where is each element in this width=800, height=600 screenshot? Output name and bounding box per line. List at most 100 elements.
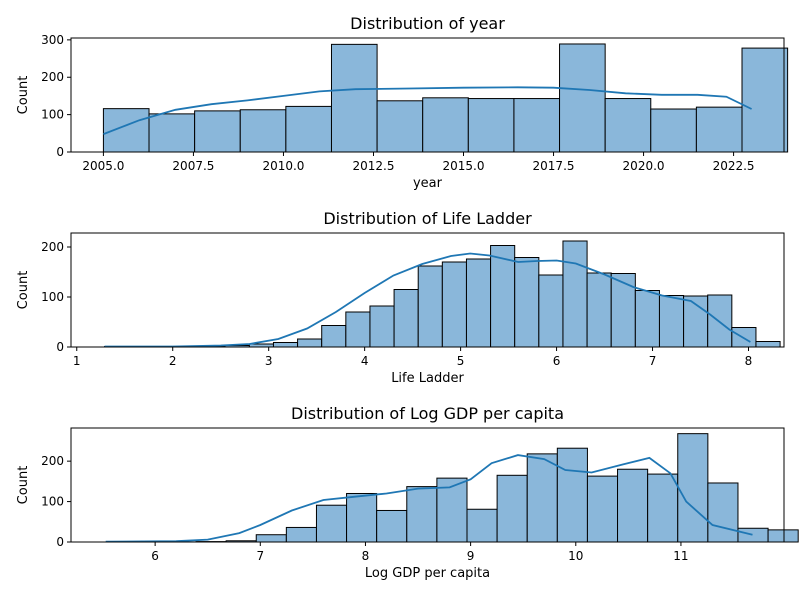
histogram-bar — [393, 289, 419, 348]
chart-title: Distribution of Log GDP per capita — [291, 404, 564, 423]
histogram-bar — [496, 474, 528, 543]
histogram-bar — [321, 325, 347, 348]
histogram-bar — [102, 108, 150, 153]
x-tick-label: 8 — [362, 549, 370, 563]
histogram-bar — [255, 534, 287, 543]
histogram-bar — [376, 100, 424, 153]
histogram-bar — [285, 526, 317, 543]
histogram-bar — [285, 105, 332, 153]
histogram-bar — [465, 258, 492, 348]
histogram-bar — [695, 106, 743, 153]
histogram-bar — [559, 43, 606, 153]
x-tick-label: 11 — [673, 549, 688, 563]
x-tick-label: 2022.5 — [713, 159, 755, 173]
histogram-bar — [297, 338, 323, 348]
axes-frame — [70, 427, 785, 543]
histogram-bar — [586, 272, 612, 348]
kde-curve — [105, 454, 753, 543]
y-axis-label: Count — [16, 466, 31, 505]
x-tick-label: 2017.5 — [533, 159, 575, 173]
y-tick-label: 300 — [41, 33, 64, 47]
x-tick-label: 2015.0 — [443, 159, 485, 173]
histogram-bar — [604, 98, 652, 153]
kde-curve — [104, 252, 751, 348]
histogram-bar — [538, 274, 564, 348]
histogram-bar — [741, 47, 789, 153]
x-tick-label: 10 — [568, 549, 583, 563]
x-tick-label: 2 — [169, 354, 177, 368]
histogram-bar — [737, 527, 769, 543]
y-tick-label: 100 — [41, 108, 64, 122]
x-tick-label: 2020.0 — [623, 159, 665, 173]
x-tick-label: 4 — [361, 354, 369, 368]
x-tick-label: 9 — [467, 549, 475, 563]
histogram-bar — [441, 261, 467, 348]
x-tick-label: 2005.0 — [82, 159, 124, 173]
histogram-bar — [755, 341, 781, 348]
histogram-bar — [647, 473, 679, 543]
histogram-bar — [194, 110, 241, 153]
histogram-bar — [514, 257, 540, 348]
x-tick-label: 8 — [745, 354, 753, 368]
x-tick-label: 2012.5 — [352, 159, 394, 173]
y-tick-label: 200 — [41, 240, 64, 254]
histogram-bar — [658, 295, 685, 348]
histogram-bar — [315, 504, 348, 543]
x-axis-label: Log GDP per capita — [365, 566, 490, 581]
histogram-bar — [148, 113, 196, 153]
histogram-bar — [330, 43, 378, 153]
y-tick-label: 200 — [41, 70, 64, 84]
y-tick-label: 100 — [41, 290, 64, 304]
y-tick-label: 0 — [56, 535, 64, 549]
histogram-bar — [617, 468, 649, 543]
axes-frame — [70, 232, 785, 348]
histogram-bar — [467, 98, 515, 153]
y-axis-label: Count — [16, 76, 31, 115]
histogram-bar — [677, 433, 709, 543]
histogram-bar — [610, 273, 636, 348]
histogram-bar — [346, 492, 378, 543]
histogram-bar — [767, 529, 799, 543]
histogram-bar — [272, 342, 299, 348]
chart-panel-3: 6 7 8 9 10 11 0 100 200 Distribution of Log GDP p… — [16, 404, 799, 581]
x-tick-label: 2010.0 — [262, 159, 304, 173]
y-tick-label: 100 — [41, 495, 64, 509]
chart-panel-2: 1 2 3 4 5 6 7 8 0 100 200 Distribution of Life Ladd… — [16, 209, 785, 386]
histogram-bar — [369, 305, 395, 348]
histogram-bar — [707, 482, 739, 543]
kde-curve — [103, 86, 752, 135]
y-tick-label: 0 — [56, 340, 64, 354]
histogram-bar — [586, 475, 619, 543]
x-tick-label: 1 — [73, 354, 81, 368]
histogram-bar — [417, 265, 443, 348]
chart-title: Distribution of Life Ladder — [323, 209, 532, 228]
x-tick-label: 5 — [457, 354, 465, 368]
histogram-bar — [406, 486, 438, 543]
histogram-bar — [345, 311, 371, 348]
axes-frame — [70, 37, 785, 153]
chart-panel-1: 2005.0 2007.5 2010.0 2012.5 2015.0 2017.5 2020… — [16, 14, 789, 191]
histogram-bar — [513, 98, 561, 153]
chart-title: Distribution of year — [350, 14, 505, 33]
x-tick-label: 7 — [649, 354, 657, 368]
y-axis-label: Count — [16, 271, 31, 310]
y-tick-label: 200 — [41, 454, 64, 468]
histogram-bar — [376, 509, 408, 543]
histogram-bar — [526, 453, 558, 543]
x-tick-label: 6 — [151, 549, 159, 563]
histogram-bar — [466, 508, 498, 543]
histogram-bar — [650, 108, 697, 153]
x-axis-label: Life Ladder — [391, 371, 464, 386]
histogram-bar — [422, 97, 469, 153]
y-tick-label: 0 — [56, 145, 64, 159]
x-tick-label: 7 — [256, 549, 264, 563]
x-tick-label: 6 — [553, 354, 561, 368]
histogram-bar — [436, 477, 468, 543]
histogram-bar — [562, 240, 588, 348]
histogram-bar — [239, 109, 287, 153]
x-axis-label: year — [413, 176, 443, 191]
histogram-bar — [634, 290, 660, 348]
x-tick-label: 3 — [265, 354, 273, 368]
histogram-bar — [556, 447, 588, 543]
